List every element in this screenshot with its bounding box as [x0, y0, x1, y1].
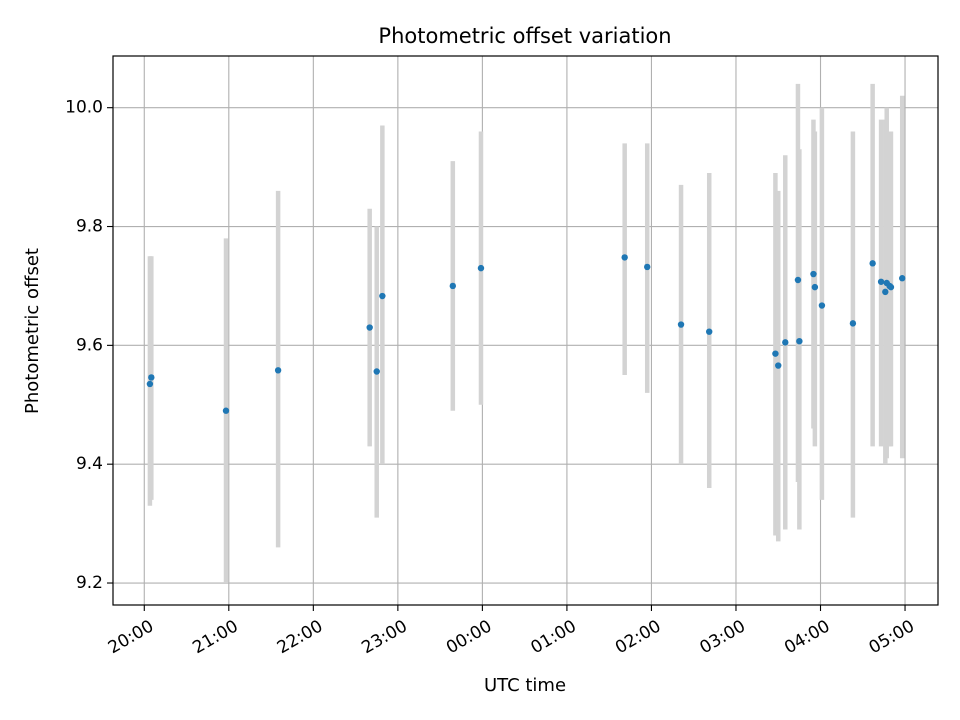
data-point	[811, 283, 819, 291]
x-tick-label: 00:00	[443, 616, 495, 658]
data-point	[677, 321, 685, 328]
data-point	[379, 292, 386, 300]
data-point	[818, 302, 826, 309]
x-axis-ticks: 20:00 21:00 22:00 23:00 00:00 01:00 02:00 03:00…	[105, 605, 918, 658]
data-point	[877, 278, 885, 285]
x-tick-label: 04:00	[781, 616, 833, 658]
y-tick-label: 9.4	[76, 454, 103, 474]
y-tick-label: 10.0	[65, 98, 103, 118]
x-axis-title: UTC time	[484, 675, 566, 696]
x-tick-label: 02:00	[612, 616, 664, 658]
data-point	[146, 380, 154, 388]
x-tick-label: 21:00	[189, 616, 241, 658]
data-point	[148, 374, 155, 381]
x-tick-label: 01:00	[527, 616, 579, 658]
data-point	[772, 350, 779, 357]
y-axis-title: Photometric offset	[22, 248, 43, 414]
y-tick-label: 9.6	[76, 335, 103, 355]
data-point	[775, 362, 782, 369]
error-bars	[147, 83, 905, 584]
data-point	[477, 264, 485, 272]
data-point	[882, 288, 889, 296]
data-point	[366, 324, 373, 331]
x-tick-label: 20:00	[105, 616, 157, 658]
data-point	[782, 339, 789, 346]
data-point	[222, 407, 230, 414]
data-point	[849, 320, 857, 327]
data-point	[644, 263, 651, 271]
data-point	[621, 254, 628, 261]
data-point	[869, 260, 876, 267]
data-point	[887, 283, 895, 291]
data-point	[449, 282, 457, 290]
x-tick-label: 23:00	[358, 616, 410, 658]
data-point	[373, 368, 380, 375]
data-points	[146, 254, 906, 414]
x-tick-label: 03:00	[697, 616, 749, 658]
chart-title: Photometric offset variation	[378, 24, 671, 48]
data-point	[899, 275, 906, 282]
x-tick-label: 22:00	[274, 616, 326, 658]
data-point	[796, 337, 803, 345]
y-tick-label: 9.8	[76, 217, 103, 237]
data-point	[794, 276, 802, 284]
x-tick-label: 05:00	[866, 616, 918, 658]
y-axis-ticks: 9.2 9.4 9.6 9.8 10.0	[65, 98, 113, 593]
data-point	[274, 367, 282, 374]
data-point	[810, 270, 817, 278]
y-tick-label: 9.2	[76, 573, 103, 593]
data-point	[706, 328, 713, 335]
plot-frame	[112, 55, 939, 606]
